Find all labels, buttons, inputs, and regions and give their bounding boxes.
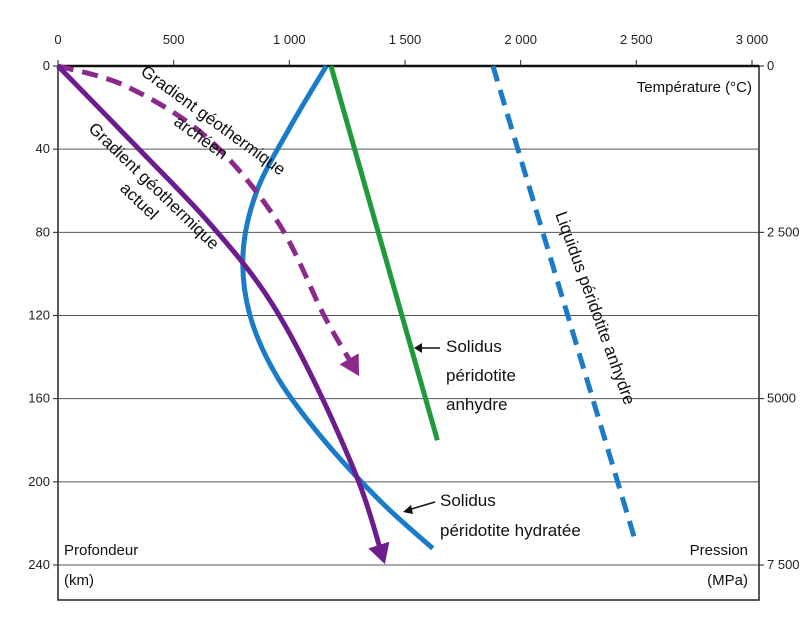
y-left-tick-label: 0	[43, 58, 50, 73]
archean-gradient-arrowhead	[339, 353, 360, 377]
y-right-tick-label: 7 500	[767, 557, 800, 572]
solidus-hydrated-curve	[240, 64, 435, 551]
y-right-tick-label: 0	[767, 58, 774, 73]
x-tick-label: 1 500	[389, 32, 422, 47]
y-axis-right-label-line2: (MPa)	[707, 572, 748, 589]
solidus-anhydrous-label-line1: Solidus	[446, 337, 502, 356]
current-gradient-arrowhead	[368, 541, 390, 565]
x-axis-label: Température (°C)	[637, 79, 752, 96]
solidus-anhydrous-line	[328, 65, 440, 441]
y-axis-left-label-line1: Profondeur	[64, 542, 138, 559]
solidus-hydrated-label-line1: Solidus	[440, 491, 496, 510]
liquidus-anhydrous-line	[490, 65, 639, 545]
x-tick-label: 0	[54, 32, 61, 47]
solidus-hydrated-arrow	[407, 501, 436, 511]
archean-gradient-label-line1: Gradient géothermique	[137, 62, 289, 180]
y-right-tick-label: 5000	[767, 391, 796, 406]
x-tick-label: 500	[163, 32, 185, 47]
series-layer	[56, 63, 639, 565]
solidus-anhydrous-label-line2: péridotite	[446, 366, 516, 385]
y-axis-left-label-line2: (km)	[64, 572, 94, 589]
x-tick-label: 3 000	[736, 32, 769, 47]
archean-gradient-curve	[57, 63, 357, 369]
tick-layer: 0 40 80 120 160 200 240 0 500 1 000 1 500 2 000 2 50…	[28, 32, 799, 572]
current-gradient-curve	[56, 64, 385, 556]
y-left-tick-label: 80	[36, 224, 50, 239]
x-tick-label: 2 000	[504, 32, 537, 47]
solidus-anhydrous-label: Solidus péridotite anhydre	[414, 337, 516, 414]
y-left-tick-label: 120	[28, 308, 50, 323]
y-left-tick-label: 200	[28, 474, 50, 489]
x-tick-label: 1 000	[273, 32, 306, 47]
solidus-anhydrous-label-line3: anhydre	[446, 395, 507, 414]
grid-layer	[58, 64, 759, 566]
y-axis-right-label-line1: Pression	[690, 542, 748, 559]
y-left-tick-label: 240	[28, 557, 50, 572]
y-right-tick-label: 2 500	[767, 224, 800, 239]
y-left-tick-label: 160	[28, 391, 50, 406]
solidus-hydrated-label-line2: péridotite hydratée	[440, 521, 581, 540]
solidus-hydrated-arrowhead	[403, 505, 413, 514]
solidus-hydrated-label: Solidus péridotite hydratée	[403, 491, 581, 540]
y-left-tick-label: 40	[36, 141, 50, 156]
solidus-anhydrous-arrowhead	[414, 343, 422, 353]
x-tick-label: 2 500	[620, 32, 653, 47]
